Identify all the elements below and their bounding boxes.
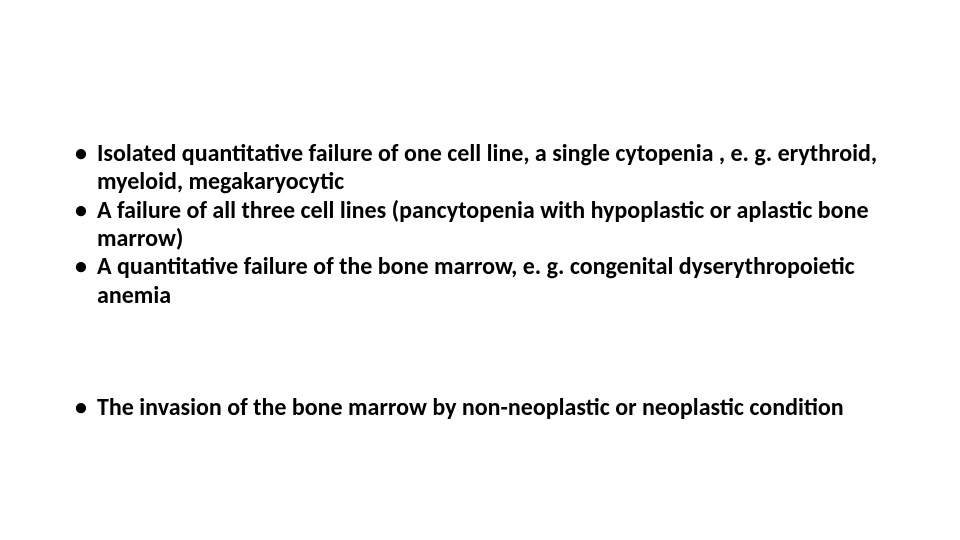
bullet-text: Isolated quantitative failure of one cel… (97, 139, 877, 196)
vertical-gap (75, 310, 885, 394)
bullet-text: A quantitative failure of the bone marro… (97, 252, 855, 309)
bullet-item: The invasion of the bone marrow by non-n… (75, 394, 885, 422)
bullet-text: A failure of all three cell lines (pancy… (97, 196, 869, 253)
slide-content: Isolated quantitative failure of one cel… (75, 140, 885, 422)
bullet-item: Isolated quantitative failure of one cel… (75, 140, 885, 197)
slide: Isolated quantitative failure of one cel… (0, 0, 960, 540)
bullet-item: A failure of all three cell lines (pancy… (75, 197, 885, 254)
bullet-list-1: Isolated quantitative failure of one cel… (75, 140, 885, 310)
bullet-list-2: The invasion of the bone marrow by non-n… (75, 394, 885, 422)
bullet-item: A quantitative failure of the bone marro… (75, 253, 885, 310)
bullet-text: The invasion of the bone marrow by non-n… (97, 393, 844, 422)
